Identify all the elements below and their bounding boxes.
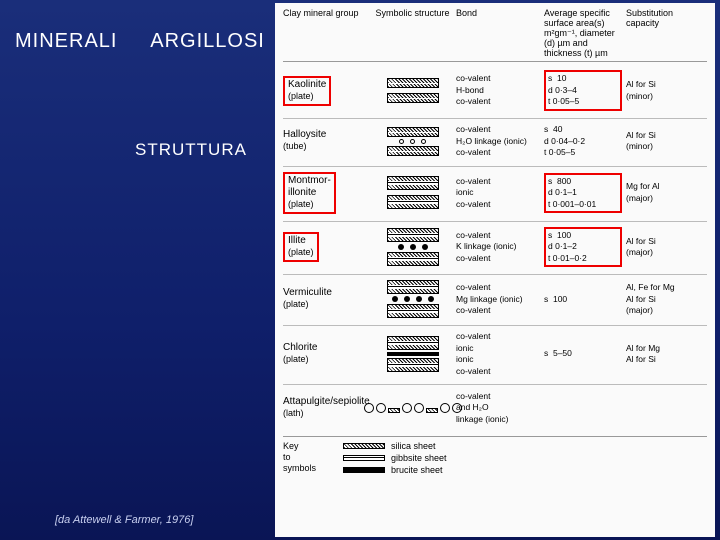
mineral-row: Kaolinite(plate) co-valentH-bondco-valen… bbox=[283, 65, 707, 118]
surface-cell: s 10d 0·3–4t 0·05–5 bbox=[540, 70, 622, 110]
mineral-name: Illite(plate) bbox=[283, 232, 375, 262]
key-section: Keytosymbols silica sheet gibbsite sheet… bbox=[283, 436, 707, 475]
header-bond: Bond bbox=[450, 9, 540, 58]
symbol-structure bbox=[375, 127, 450, 156]
key-label: Keytosymbols bbox=[283, 441, 333, 473]
surface-cell: s 800d 0·1–1t 0·001–0·01 bbox=[540, 173, 622, 213]
surface-cell: s 5–50 bbox=[540, 348, 622, 359]
key-text: silica sheet bbox=[391, 441, 436, 451]
symbol-structure bbox=[375, 336, 450, 372]
surface-cell: s 100d 0·1–2t 0·01–0·2 bbox=[540, 227, 622, 267]
header-symbol: Symbolic structure bbox=[375, 9, 450, 58]
mineral-name: Montmor-illonite(plate) bbox=[283, 172, 375, 214]
key-text: gibbsite sheet bbox=[391, 453, 447, 463]
header-group: Clay mineral group bbox=[283, 9, 375, 58]
bond-cell: co-valentMg linkage (ionic)co-valent bbox=[450, 282, 540, 316]
slide-subtitle: STRUTTURA bbox=[135, 140, 247, 160]
mineral-row: Halloysite(tube) co-valentH₂O linkage (i… bbox=[283, 119, 707, 167]
mineral-row: Montmor-illonite(plate) co-valentionicco… bbox=[283, 167, 707, 222]
header-substitution: Substitution capacity bbox=[622, 9, 692, 58]
slide-title: MINERALI ARGILLOSI bbox=[15, 30, 265, 53]
mineral-name: Halloysite(tube) bbox=[283, 129, 375, 153]
key-swatch bbox=[343, 455, 385, 461]
substitution-cell: Al for MgAl for Si bbox=[622, 343, 692, 366]
mineral-row: Attapulgite/sepiolite(lath) co-valentand… bbox=[283, 385, 707, 433]
surface-cell: s 100 bbox=[540, 294, 622, 305]
symbol-structure bbox=[375, 228, 450, 266]
bond-cell: co-valentK linkage (ionic)co-valent bbox=[450, 230, 540, 264]
mineral-name: Attapulgite/sepiolite(lath) bbox=[283, 396, 375, 420]
mineral-row: Vermiculite(plate) co-valentMg linkage (… bbox=[283, 275, 707, 326]
key-text: brucite sheet bbox=[391, 465, 443, 475]
key-items: silica sheet gibbsite sheet brucite shee… bbox=[343, 441, 447, 475]
mineral-row: Chlorite(plate) co-valentionicionicco-va… bbox=[283, 326, 707, 385]
key-row: silica sheet bbox=[343, 441, 447, 451]
key-swatch bbox=[343, 443, 385, 449]
citation: [da Attewell & Farmer, 1976] bbox=[55, 514, 193, 526]
substitution-cell: Mg for Al(major) bbox=[622, 181, 692, 204]
mineral-name: Vermiculite(plate) bbox=[283, 287, 375, 311]
title-word-1: MINERALI bbox=[15, 30, 117, 53]
mineral-row: Illite(plate) co-valentK linkage (ionic)… bbox=[283, 222, 707, 275]
symbol-structure bbox=[375, 176, 450, 209]
mineral-name: Kaolinite(plate) bbox=[283, 76, 375, 106]
substitution-cell: Al, Fe for MgAl for Si(major) bbox=[622, 282, 692, 316]
symbol-structure bbox=[375, 78, 450, 103]
clay-mineral-table: Clay mineral group Symbolic structure Bo… bbox=[275, 3, 715, 537]
bond-cell: co-valentH-bondco-valent bbox=[450, 73, 540, 107]
symbol-structure bbox=[375, 280, 450, 318]
header-surface: Average specific surface area(s) m²gm⁻¹,… bbox=[540, 9, 622, 58]
table-header: Clay mineral group Symbolic structure Bo… bbox=[283, 9, 707, 62]
key-swatch bbox=[343, 467, 385, 473]
title-word-2: ARGILLOSI bbox=[150, 30, 265, 53]
substitution-cell: Al for Si(minor) bbox=[622, 130, 692, 153]
bond-cell: co-valentionicionicco-valent bbox=[450, 331, 540, 377]
substitution-cell: Al for Si(minor) bbox=[622, 79, 692, 102]
bond-cell: co-valentand H₂Olinkage (ionic) bbox=[450, 391, 540, 425]
bond-cell: co-valentH₂O linkage (ionic)co-valent bbox=[450, 124, 540, 158]
surface-cell: s 40d 0·04–0·2t 0·05–5 bbox=[540, 124, 622, 158]
substitution-cell: Al for Si(major) bbox=[622, 236, 692, 259]
bond-cell: co-valentionicco-valent bbox=[450, 176, 540, 210]
mineral-name: Chlorite(plate) bbox=[283, 342, 375, 366]
symbol-structure bbox=[375, 403, 450, 413]
key-row: brucite sheet bbox=[343, 465, 447, 475]
key-row: gibbsite sheet bbox=[343, 453, 447, 463]
